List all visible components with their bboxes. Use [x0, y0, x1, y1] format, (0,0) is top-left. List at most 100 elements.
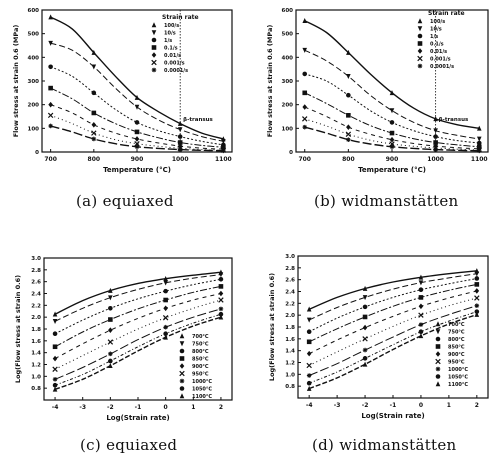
series-line	[308, 270, 477, 310]
legend-entry: 0.001/s	[417, 55, 451, 63]
data-point	[362, 336, 368, 342]
data-point	[48, 64, 53, 70]
y-tick-label: 500	[282, 32, 294, 38]
legend-entry: 0.01/s	[151, 52, 181, 59]
legend-entry: 1100°C	[179, 393, 212, 400]
legend-entry: 0.01/s	[417, 48, 447, 55]
data-point	[52, 382, 58, 388]
legend-marker	[179, 386, 185, 391]
legend-label: 950°C	[192, 372, 209, 378]
y-tick-label: 1.6	[31, 339, 41, 345]
series-2	[302, 71, 482, 146]
data-point	[163, 305, 168, 312]
data-point	[474, 276, 480, 281]
legend-label: 10/s	[164, 31, 176, 37]
legend-marker	[435, 374, 441, 379]
y-tick-label: 300	[282, 79, 294, 85]
series-6	[48, 123, 226, 154]
data-point	[306, 362, 312, 369]
data-point	[52, 331, 58, 337]
legend-label: 0.0001/s	[164, 68, 188, 74]
legend-label: 0.1/s	[430, 42, 444, 48]
y-tick-label: 2.4	[285, 290, 295, 296]
y-axis-label: Log(Flow stress at strain 0.6)	[14, 275, 22, 383]
legend-entry: 800°C	[435, 336, 465, 343]
data-point	[48, 40, 53, 46]
series-8	[306, 311, 480, 391]
data-point	[134, 136, 140, 142]
x-tick-label: 0	[164, 404, 168, 411]
data-point	[476, 136, 482, 142]
series-line	[309, 305, 477, 376]
legend-marker	[151, 30, 157, 36]
series-line	[308, 297, 477, 366]
legend-marker	[435, 366, 441, 372]
series-0	[48, 14, 226, 142]
x-tick-label: 2	[475, 402, 479, 409]
x-tick-label: 1100	[471, 156, 488, 163]
data-point	[177, 127, 183, 133]
legend-entry: 800°C	[179, 348, 209, 355]
data-point	[218, 272, 224, 278]
legend-label: 850°C	[448, 345, 465, 351]
legend-label: 1/s	[164, 38, 172, 44]
data-point	[474, 271, 480, 277]
series-2	[306, 276, 480, 335]
series-3	[52, 284, 224, 350]
data-point	[346, 92, 351, 98]
data-point	[48, 14, 53, 20]
data-point	[362, 347, 368, 353]
legend-label: 700°C	[448, 322, 465, 328]
legend-marker	[435, 336, 441, 342]
data-point	[221, 148, 226, 154]
y-tick-label: 1.8	[285, 325, 295, 331]
series-line	[54, 271, 221, 315]
data-point	[134, 129, 140, 135]
data-point	[389, 108, 395, 114]
series-line	[309, 311, 477, 384]
x-tick-label: 800	[88, 156, 101, 163]
x-tick-label: 700	[44, 156, 57, 163]
data-point	[418, 329, 424, 335]
data-point	[302, 124, 308, 130]
x-tick-label: 700	[298, 156, 311, 163]
data-point	[346, 113, 351, 118]
legend-label: 1100°C	[192, 394, 212, 400]
series-line	[308, 313, 478, 390]
data-point	[474, 282, 480, 287]
y-tick-label: 1.0	[285, 372, 295, 378]
y-tick-label: 2.0	[31, 315, 41, 321]
data-point	[134, 144, 140, 150]
data-point	[418, 280, 424, 286]
series-line	[54, 274, 221, 322]
y-tick-label: 1.6	[285, 337, 295, 343]
legend-marker	[179, 333, 185, 339]
data-point	[108, 287, 113, 293]
legend-entry: 0.0001/s	[417, 63, 454, 70]
data-point	[389, 130, 395, 136]
legend-label: 900°C	[192, 364, 209, 370]
legend-marker	[151, 59, 157, 66]
data-point	[91, 64, 97, 70]
data-point	[47, 112, 54, 119]
x-tick-label: 1000	[427, 156, 444, 163]
legend-entry: 0.0001/s	[151, 67, 188, 74]
data-point	[306, 385, 312, 391]
legend-entry: 750°C	[179, 341, 209, 348]
data-point	[476, 148, 482, 154]
data-point	[108, 327, 113, 333]
legend-label: 800°C	[448, 337, 465, 343]
y-tick-label: 3.0	[31, 256, 41, 262]
data-point	[108, 362, 113, 368]
data-point	[389, 136, 395, 143]
data-point	[474, 309, 480, 314]
y-tick-label: 2.4	[31, 292, 41, 298]
x-tick-label: -1	[390, 402, 397, 409]
y-axis-label: Flow stress at strain 0.6 (MPa)	[266, 25, 274, 138]
series-line	[304, 49, 480, 140]
x-tick-label: -2	[107, 404, 114, 411]
data-point	[218, 284, 224, 289]
data-point	[163, 288, 168, 294]
data-point	[433, 128, 438, 134]
y-tick-label: 0.8	[285, 384, 295, 390]
